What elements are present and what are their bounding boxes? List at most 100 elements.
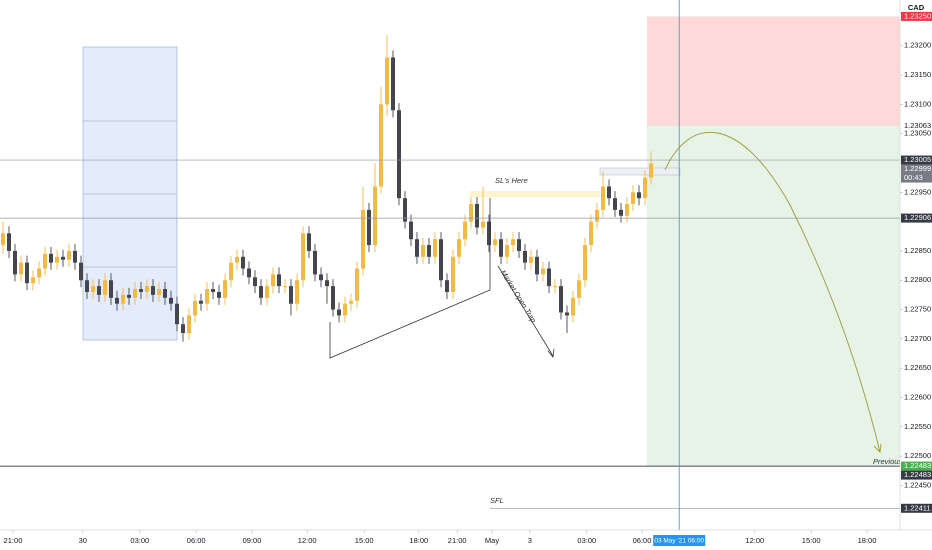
target-zone [647, 126, 900, 467]
x-tick-label: 06:00 [633, 536, 652, 545]
annotation: Previous L [873, 457, 908, 466]
candle-body [601, 186, 605, 210]
sl-zone [470, 191, 600, 197]
candle-body [175, 303, 179, 325]
candle-body [205, 289, 209, 304]
candle-body [187, 315, 191, 334]
candle-body [457, 239, 461, 257]
price-label: 1.22999 [904, 164, 931, 173]
candle-body [283, 286, 287, 287]
candle-body [367, 209, 371, 246]
candle-body [409, 221, 413, 240]
price-label-box [901, 11, 932, 21]
stop-zone [647, 16, 900, 127]
price-label-box [901, 164, 932, 183]
countdown: 00:43 [904, 173, 923, 182]
candle-body [463, 221, 467, 240]
candle-body [103, 280, 107, 295]
candle-body [397, 110, 401, 199]
candle-body [223, 280, 227, 298]
candle-body [193, 300, 197, 316]
candle-body [427, 245, 431, 257]
candle-body [277, 274, 281, 287]
candle-body [307, 233, 311, 251]
x-tick-label: 21:00 [4, 536, 23, 545]
y-tick-label: 1.22850 [904, 246, 931, 255]
candle-body [451, 256, 455, 292]
candle-body [559, 286, 563, 313]
candle-body [247, 268, 251, 278]
x-tick-label: 09:00 [243, 536, 262, 545]
candle-body [97, 286, 101, 295]
candle-body [229, 262, 233, 281]
candle-body [517, 239, 521, 251]
candle-body [613, 198, 617, 210]
y-tick-label: 1.22600 [904, 392, 931, 401]
price-label: 1.22483 [904, 470, 931, 479]
candle-body [349, 300, 353, 304]
x-tick-label: 03:00 [130, 536, 149, 545]
candle-body [643, 177, 647, 199]
candle-body [325, 280, 329, 287]
candle-body [481, 221, 485, 228]
candle-body [469, 204, 473, 222]
x-tick-label: May [485, 536, 499, 545]
y-tick-label: 1.23050 [904, 129, 931, 138]
x-tick-label: 15:00 [802, 536, 821, 545]
candle-body [121, 294, 125, 304]
candle-body [31, 277, 35, 284]
candle-body [637, 192, 641, 199]
candle-body [19, 262, 23, 275]
candle-body [571, 297, 575, 316]
candle-body [79, 262, 83, 281]
price-label: 1.22906 [904, 213, 931, 222]
candle-body [115, 297, 119, 304]
price-label-box [901, 213, 932, 223]
x-tick-label: 3 [528, 536, 532, 545]
x-tick-label: 18:00 [858, 536, 877, 545]
candle-body [337, 309, 341, 316]
candle-body [589, 221, 593, 246]
candle-body [511, 239, 515, 246]
candle-body [553, 286, 557, 287]
candle-body [211, 289, 215, 292]
trap-arrow [497, 265, 554, 357]
candle-body [25, 262, 29, 284]
candle-body [67, 250, 71, 260]
candle-body [55, 256, 59, 263]
candle-body [595, 209, 599, 222]
candle-body [505, 245, 509, 257]
candle-body [529, 256, 533, 263]
position-zones [647, 16, 900, 467]
candle-body [421, 245, 425, 257]
candle-body [649, 163, 653, 178]
arrow-head [547, 348, 555, 358]
candle-body [91, 286, 95, 292]
candle-body [403, 198, 407, 222]
candle-body [631, 192, 635, 205]
y-tick-label: 1.22700 [904, 334, 931, 343]
candle-body [127, 294, 131, 298]
price-label-box [901, 470, 932, 480]
y-tick-label: 1.22550 [904, 422, 931, 431]
x-tick-label: 12:00 [298, 536, 317, 545]
candle-body [199, 300, 203, 304]
overlays [0, 0, 900, 530]
candle-body [301, 233, 305, 281]
candle-body [415, 239, 419, 257]
candle-body [475, 204, 479, 228]
projection-curve [664, 132, 881, 453]
candle-body [151, 286, 155, 295]
y-tick-label: 1.22750 [904, 305, 931, 314]
candle-body [43, 253, 47, 269]
candle-body [85, 280, 89, 292]
x-tick-label: 30 [79, 536, 87, 545]
annotation: SL's Here [495, 176, 528, 185]
candle-body [319, 274, 323, 281]
crosshair-label-box [653, 535, 706, 546]
candle-body [217, 291, 221, 298]
candle-body [499, 239, 503, 257]
crosshair-label: 03 May '21 06:00 [654, 538, 704, 545]
price-label: 1.23063 [904, 121, 931, 130]
